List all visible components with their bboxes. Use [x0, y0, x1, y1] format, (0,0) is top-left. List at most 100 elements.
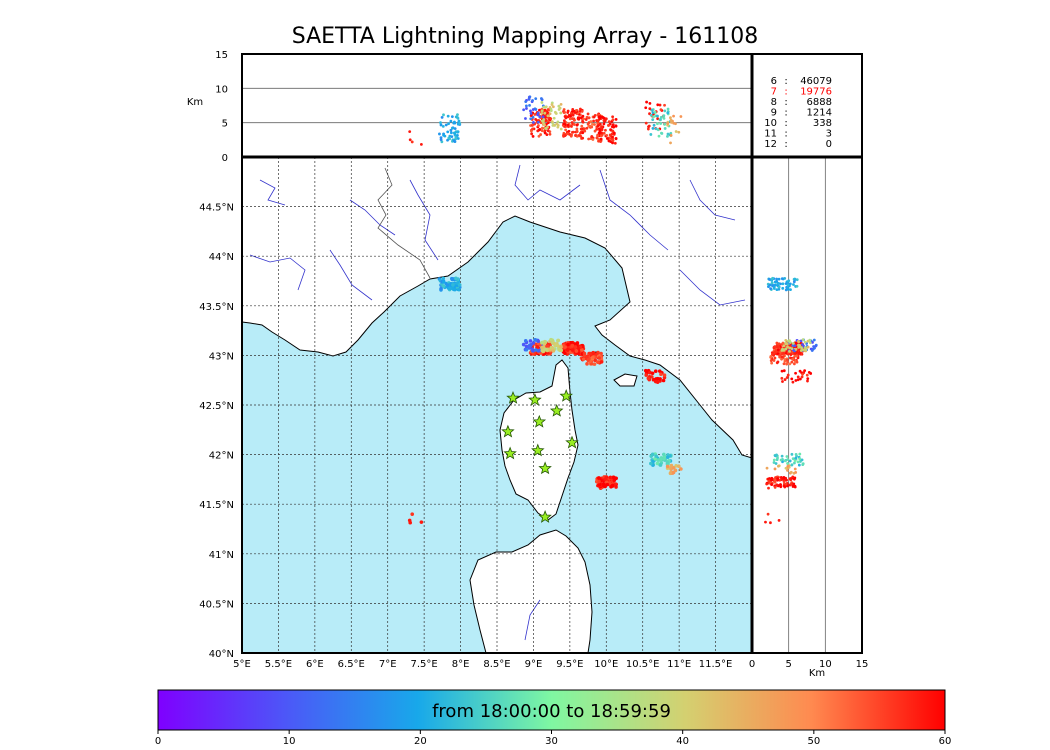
- lightning-source-map: [419, 520, 424, 524]
- lightning-source-map: [581, 357, 586, 361]
- lightning-source-alt-lat: [787, 279, 791, 283]
- lightning-source-map: [451, 283, 455, 287]
- map-y-tick-label: 42°N: [209, 451, 234, 462]
- lightning-source-lon-alt: [583, 127, 586, 131]
- lightning-source-lon-alt: [674, 122, 677, 126]
- lightning-source-lon-alt: [660, 131, 663, 135]
- lightning-source-lon-alt: [442, 133, 445, 137]
- station-count-stations: 6: [771, 76, 777, 87]
- lightning-source-alt-lat: [798, 457, 802, 461]
- map-x-tick-label: 11.5°E: [699, 659, 733, 670]
- lightning-source-alt-lat: [783, 459, 787, 463]
- lightning-source-map: [521, 342, 526, 347]
- lightning-source-alt-lat: [793, 351, 797, 355]
- lightning-source-alt-lat: [812, 338, 816, 342]
- lightning-source-lon-alt: [605, 134, 609, 137]
- lightning-source-lon-alt: [559, 111, 563, 115]
- map-x-tick-label: 6.5°E: [338, 659, 365, 670]
- lightning-source-lon-alt: [583, 129, 587, 133]
- lightning-source-alt-lat: [790, 347, 794, 351]
- lightning-source-map: [582, 351, 587, 356]
- lightning-source-map: [441, 280, 446, 284]
- map-x-tick-label: 7°E: [379, 659, 397, 670]
- lightning-source-lon-alt: [597, 131, 601, 135]
- lightning-source-alt-lat: [791, 485, 795, 488]
- lightning-source-lon-alt: [532, 121, 535, 124]
- lightning-source-map: [603, 477, 608, 481]
- lightning-source-lon-alt: [456, 113, 459, 117]
- lightning-source-alt-lat: [789, 341, 792, 344]
- lightning-source-map: [410, 512, 415, 516]
- lightning-source-map: [559, 345, 563, 349]
- lightning-source-lon-alt: [679, 115, 683, 118]
- lightning-source-alt-lat: [784, 482, 788, 486]
- lightning-source-alt-lat: [791, 457, 795, 461]
- lightning-source-lon-alt: [572, 118, 576, 122]
- lightning-source-lon-alt: [611, 135, 614, 139]
- lightning-source-lon-alt: [559, 102, 563, 106]
- lightning-source-lon-alt: [600, 125, 604, 129]
- lightning-source-alt-lat: [786, 458, 790, 461]
- lightning-source-alt-lat: [772, 458, 776, 462]
- sensor-stations: [501, 388, 579, 523]
- lightning-source-lon-alt: [649, 133, 653, 136]
- lightning-source-alt-lat: [785, 362, 789, 366]
- top-y-tick-label: 0: [222, 153, 228, 164]
- lightning-source-alt-lat: [780, 357, 783, 361]
- lightning-source-alt-lat: [771, 276, 775, 280]
- lightning-source-lon-alt: [439, 121, 442, 125]
- lightning-source-alt-lat: [786, 464, 790, 468]
- lightning-source-alt-lat: [785, 376, 789, 379]
- rivers: [249, 164, 746, 641]
- right-x-tick-label: 0: [749, 659, 755, 670]
- lightning-source-map: [656, 458, 661, 462]
- lightning-source-lon-alt: [649, 113, 653, 117]
- lightning-source-lon-alt: [584, 118, 588, 121]
- station-count-value: 1214: [807, 108, 832, 119]
- station-count-value: 6888: [807, 97, 832, 108]
- lightning-source-lon-alt: [579, 127, 583, 131]
- lightning-source-lon-alt: [614, 137, 618, 140]
- lightning-source-lon-alt: [524, 100, 528, 103]
- lightning-source-lon-alt: [586, 122, 590, 126]
- right-x-tick-label: 10: [819, 659, 832, 670]
- lightning-source-alt-lat: [793, 461, 796, 465]
- lightning-source-lon-alt: [534, 108, 538, 111]
- station-count-colon: :: [784, 76, 787, 87]
- lightning-source-lon-alt: [647, 124, 651, 128]
- lightning-source-lon-alt: [548, 132, 552, 136]
- lightning-source-map: [673, 468, 678, 473]
- lightning-source-lon-alt: [539, 133, 543, 136]
- lightning-source-lon-alt: [563, 110, 567, 114]
- lightning-source-alt-lat: [782, 344, 786, 348]
- lightning-source-lon-alt: [591, 138, 595, 141]
- lightning-source-lon-alt: [581, 136, 585, 140]
- lightning-source-alt-lat: [796, 460, 800, 464]
- map-y-tick-label: 44.5°N: [199, 203, 234, 214]
- lightning-source-lon-alt: [663, 122, 667, 126]
- lightning-source-alt-lat: [804, 348, 808, 352]
- lightning-source-lon-alt: [611, 118, 615, 122]
- lightning-source-lon-alt: [546, 114, 550, 118]
- lightning-source-alt-lat: [800, 346, 803, 350]
- lightning-source-lon-alt: [564, 128, 568, 132]
- lightning-source-lon-alt: [559, 127, 563, 131]
- lightning-source-lon-alt: [456, 130, 459, 134]
- lightning-source-lon-alt: [569, 134, 573, 138]
- lightning-source-map: [653, 369, 658, 374]
- lightning-source-alt-lat: [789, 288, 792, 292]
- station-count-stations: 11: [764, 129, 777, 140]
- lightning-source-lon-alt: [663, 103, 666, 107]
- lightning-source-lon-alt: [651, 127, 655, 130]
- lightning-source-alt-lat: [782, 476, 786, 479]
- top-panel-background: [242, 54, 752, 157]
- lightning-source-alt-lat: [775, 453, 778, 457]
- lightning-source-lon-alt: [656, 122, 659, 126]
- lightning-source-lon-alt: [566, 111, 570, 114]
- lightning-source-alt-lat: [796, 378, 800, 382]
- lightning-source-lon-alt: [528, 103, 531, 107]
- lightning-source-alt-lat: [788, 282, 792, 286]
- lightning-source-lon-alt: [543, 111, 547, 115]
- lightning-source-alt-lat: [783, 276, 787, 280]
